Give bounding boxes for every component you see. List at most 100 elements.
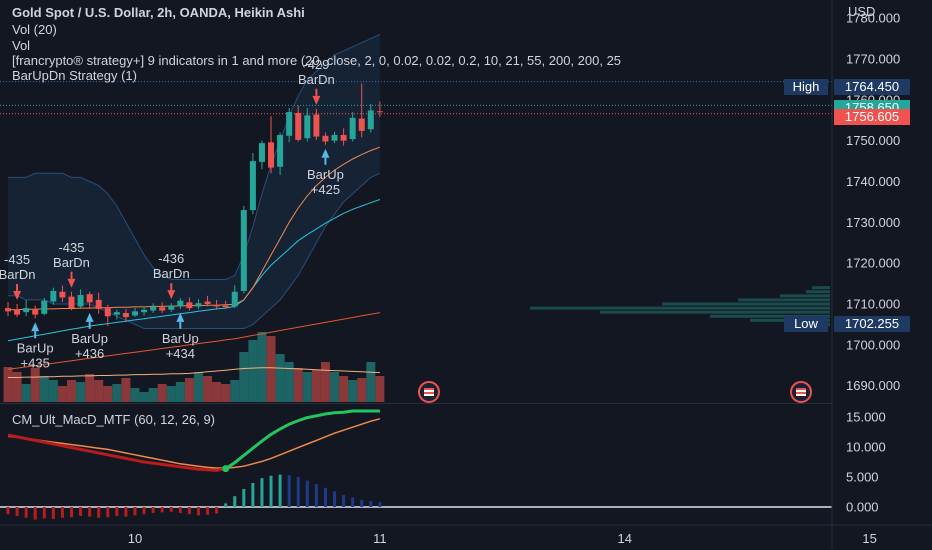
volume-bar: [284, 362, 294, 402]
bar-up-signal-label: +436: [75, 346, 104, 361]
bar-up-signal-label: +435: [21, 355, 50, 370]
candle-body[interactable]: [358, 118, 365, 131]
candle-body[interactable]: [168, 305, 175, 310]
macd-histogram-bar: [160, 507, 164, 513]
bar-up-arrow-icon: [321, 148, 330, 158]
candle-body[interactable]: [186, 302, 193, 309]
candle-body[interactable]: [141, 309, 148, 313]
candle-body[interactable]: [204, 301, 211, 304]
candle-body[interactable]: [331, 134, 338, 141]
candle-body[interactable]: [349, 117, 356, 140]
volume-profile-bar: [600, 310, 830, 314]
candle-body[interactable]: [304, 115, 311, 139]
indicator-lines: [7, 146, 381, 378]
volume-bar: [311, 370, 321, 402]
candle-body[interactable]: [286, 112, 293, 136]
candle-body[interactable]: [122, 312, 129, 318]
us-flag-event-icon[interactable]: [418, 381, 440, 403]
candle-body[interactable]: [68, 296, 75, 309]
candle-body[interactable]: [50, 290, 57, 302]
macd-histogram-bar: [251, 483, 255, 507]
volume-bar: [148, 388, 158, 402]
candle-body[interactable]: [376, 111, 383, 113]
macd-tick-label: 15.000: [846, 410, 886, 425]
candle-body[interactable]: [95, 299, 102, 309]
candle-body[interactable]: [258, 143, 265, 162]
candle-body[interactable]: [23, 308, 30, 313]
candle-body[interactable]: [295, 112, 302, 140]
candle-body[interactable]: [177, 300, 184, 307]
candle-body[interactable]: [340, 134, 347, 141]
candle-body[interactable]: [41, 300, 48, 314]
volume-bar: [293, 368, 303, 402]
price-lines: [0, 81, 832, 115]
legend-macd[interactable]: CM_Ult_MacD_MTF (60, 12, 26, 9): [12, 412, 215, 427]
macd-line-rising: [224, 409, 380, 470]
candle-body[interactable]: [367, 110, 374, 130]
barupdn-label: BarUpDn Strategy (1): [12, 68, 137, 83]
candle-body[interactable]: [14, 309, 21, 315]
price-tick-label: 1750.000: [846, 133, 900, 148]
macd-histogram-bar: [287, 475, 291, 507]
bar-down-signal-label: -435: [4, 252, 30, 267]
volume-bar: [184, 378, 194, 402]
candle-body[interactable]: [131, 311, 138, 316]
flag-stripes: [424, 388, 434, 396]
volume-bar: [239, 352, 249, 402]
candle-body[interactable]: [104, 307, 111, 317]
legend-symbol[interactable]: Gold Spot / U.S. Dollar, 2h, OANDA, Heik…: [12, 5, 305, 20]
candle-body[interactable]: [159, 307, 166, 311]
us-flag-event-icon[interactable]: [790, 381, 812, 403]
candle-body[interactable]: [277, 134, 284, 167]
volume-bar: [94, 380, 104, 402]
legend-barupdn[interactable]: BarUpDn Strategy (1): [12, 68, 137, 83]
macd-histogram-bar: [314, 484, 318, 507]
bar-down-signal-label: BarDn: [53, 255, 90, 270]
candle-body[interactable]: [86, 294, 93, 303]
legend-strategy[interactable]: [francrypto® strategy+] 9 indicators in …: [12, 53, 832, 68]
candle-body[interactable]: [113, 312, 120, 315]
volume-bar: [275, 354, 285, 402]
candle-body[interactable]: [322, 135, 329, 142]
volume-bar: [139, 392, 149, 402]
candle-body[interactable]: [150, 306, 157, 311]
volume-bar: [48, 380, 58, 402]
price-tick-label: 1710.000: [846, 297, 900, 312]
candle-body[interactable]: [231, 291, 238, 307]
low-value: 1702.255: [834, 316, 910, 332]
candle-body[interactable]: [268, 142, 275, 168]
bar-up-signal-label: BarUp: [162, 331, 199, 346]
macd-histogram-bar: [215, 507, 219, 514]
price-tick-label: 1740.000: [846, 174, 900, 189]
bar-down-arrow-icon: [67, 278, 76, 288]
candle-body[interactable]: [32, 308, 39, 315]
candle-body[interactable]: [222, 305, 229, 308]
volume-bar: [357, 378, 367, 402]
candle-body[interactable]: [213, 304, 220, 307]
legend-vol2[interactable]: Vol: [12, 38, 30, 53]
volume-bar: [193, 372, 203, 402]
candle-body[interactable]: [249, 161, 256, 211]
ma-200-line: [7, 312, 380, 370]
candle-body[interactable]: [195, 303, 202, 307]
candle-body[interactable]: [240, 210, 247, 291]
candle-body[interactable]: [313, 114, 320, 137]
macd-histogram-bar: [260, 478, 264, 507]
bar-up-signal-label: BarUp: [71, 331, 108, 346]
volume-bar: [3, 367, 13, 402]
macd-histogram-bar: [106, 507, 110, 518]
volume-bar: [203, 376, 213, 402]
macd-histogram-bar: [133, 507, 137, 516]
volume-bar: [12, 372, 22, 402]
price-tick-label: 1690.000: [846, 378, 900, 393]
legend-vol[interactable]: Vol (20): [12, 22, 57, 37]
macd-histogram-bar: [351, 497, 355, 507]
volume-profile-bar: [812, 286, 830, 290]
candle-body[interactable]: [77, 295, 84, 307]
candle-body[interactable]: [5, 308, 11, 312]
candle-body[interactable]: [59, 291, 66, 298]
candles: [5, 83, 383, 327]
macd-histogram-bar: [169, 507, 173, 512]
symbol-title: Gold Spot / U.S. Dollar, 2h, OANDA, Heik…: [12, 5, 305, 20]
